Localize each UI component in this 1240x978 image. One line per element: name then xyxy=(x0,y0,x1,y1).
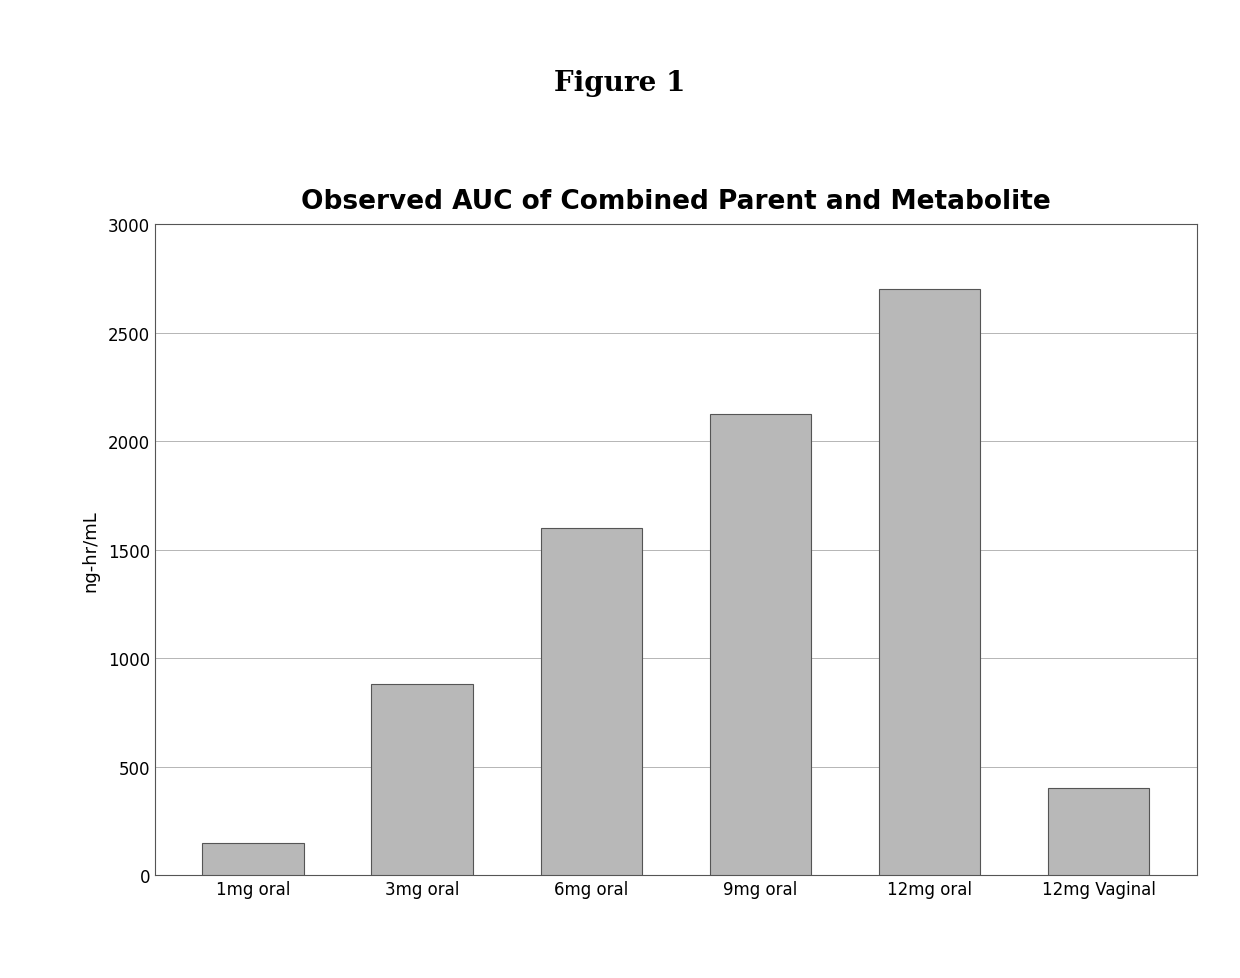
Bar xyxy=(1048,788,1149,875)
Bar xyxy=(541,528,642,875)
Bar xyxy=(879,289,980,875)
Y-axis label: ng-hr/mL: ng-hr/mL xyxy=(82,510,99,591)
Bar xyxy=(709,415,811,875)
Bar xyxy=(372,685,472,875)
Title: Observed AUC of Combined Parent and Metabolite: Observed AUC of Combined Parent and Meta… xyxy=(301,189,1050,214)
Text: Figure 1: Figure 1 xyxy=(554,69,686,97)
Bar xyxy=(202,843,304,875)
